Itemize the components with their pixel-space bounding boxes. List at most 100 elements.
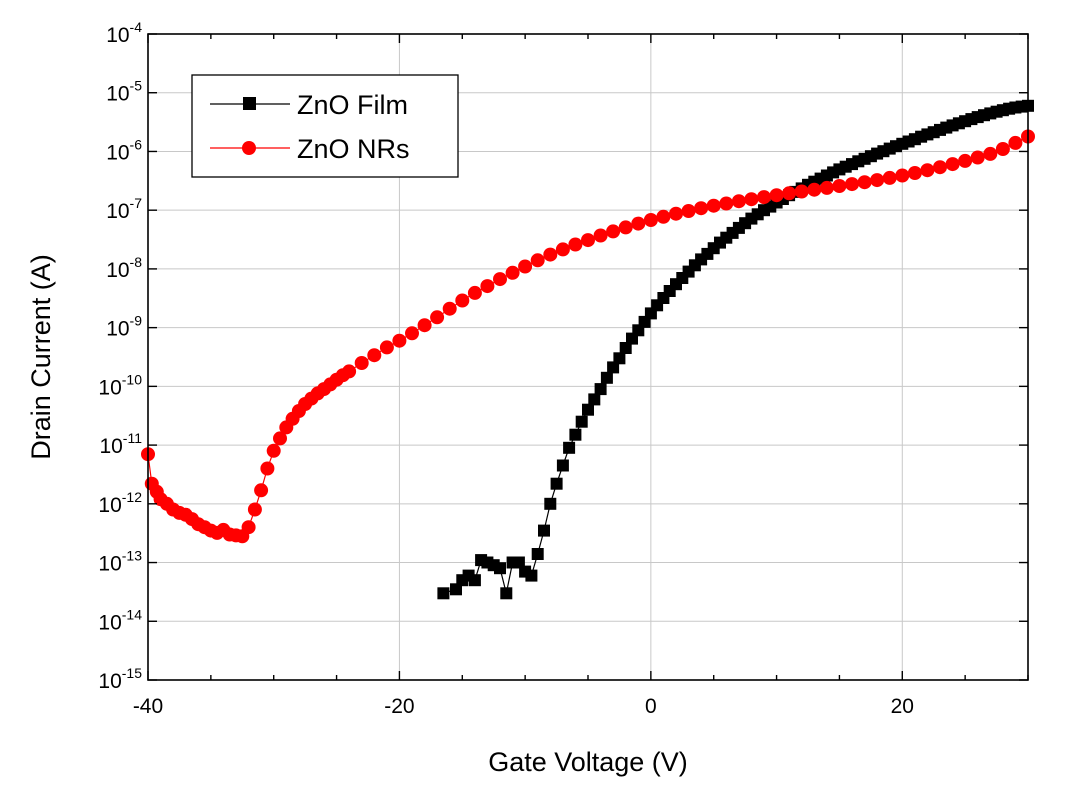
y-tick-label: 10-8 <box>106 254 142 282</box>
data-point <box>506 556 519 569</box>
data-point <box>845 177 859 192</box>
series-zno-film <box>437 99 1034 600</box>
data-point <box>450 583 462 596</box>
data-point <box>494 562 506 575</box>
y-tick-label: 10-7 <box>106 195 142 223</box>
axis-ticks <box>147 33 1029 681</box>
data-point <box>437 587 450 600</box>
data-point <box>958 153 973 168</box>
data-point <box>417 318 432 333</box>
data-point <box>556 459 569 472</box>
data-point <box>656 209 671 224</box>
data-point <box>694 201 709 216</box>
data-point <box>512 556 525 569</box>
legend-marker-zno-film <box>243 97 256 110</box>
data-point <box>266 443 281 458</box>
data-point <box>563 441 576 454</box>
data-point <box>807 182 822 197</box>
y-tick-label: 10-4 <box>106 19 142 47</box>
data-point <box>342 364 357 379</box>
x-tick-label: -40 <box>133 695 163 718</box>
y-tick-label: 10-15 <box>98 665 142 693</box>
data-point <box>493 272 507 287</box>
data-point <box>582 403 594 416</box>
data-point <box>273 431 287 446</box>
data-point <box>933 160 947 175</box>
data-point <box>568 237 583 252</box>
data-point <box>606 224 621 239</box>
data-point <box>782 186 797 201</box>
series-line <box>147 135 1029 537</box>
data-point <box>543 247 558 262</box>
data-point <box>500 587 513 600</box>
data-point <box>467 285 482 300</box>
data-point <box>895 168 910 183</box>
x-axis-title: Gate Voltage (V) <box>488 747 688 777</box>
data-point <box>870 173 885 188</box>
data-point <box>934 123 946 136</box>
data-point <box>819 180 834 195</box>
series-zno-nrs <box>141 129 1035 544</box>
data-point <box>757 190 771 205</box>
data-point <box>731 194 746 209</box>
data-point <box>945 157 960 172</box>
data-point <box>832 179 847 193</box>
y-tick-label: 10-6 <box>106 136 142 164</box>
y-tick-label: 10-14 <box>98 606 142 634</box>
data-point <box>241 520 256 535</box>
data-point <box>480 279 495 294</box>
legend: ZnO Film ZnO NRs <box>191 74 459 178</box>
data-point <box>455 293 470 308</box>
data-point <box>983 146 998 161</box>
data-point <box>593 228 608 243</box>
series-layer <box>141 99 1035 600</box>
data-point <box>544 497 557 510</box>
data-point <box>669 206 683 221</box>
data-point <box>995 142 1010 156</box>
y-axis-title: Drain Current (A) <box>26 254 56 460</box>
y-tick-labels: 10-15 10-14 10-13 10-12 10-11 10-10 10-9 10-8 10… <box>98 19 142 693</box>
data-point <box>794 184 809 199</box>
data-point <box>254 483 269 498</box>
data-point <box>260 461 275 476</box>
legend-label-zno-film: ZnO Film <box>297 90 408 120</box>
series-line <box>443 105 1029 594</box>
y-tick-label: 10-10 <box>98 371 142 399</box>
x-tick-label: -20 <box>384 695 414 718</box>
y-tick-label: 10-9 <box>106 313 142 341</box>
data-point <box>555 242 570 257</box>
data-point <box>531 548 544 560</box>
data-point <box>569 428 582 441</box>
data-point <box>588 393 601 406</box>
data-point <box>581 233 595 248</box>
data-point <box>618 220 633 235</box>
x-tick-label: 0 <box>645 695 657 718</box>
data-point <box>430 310 445 325</box>
data-point <box>607 361 620 374</box>
data-point <box>920 163 935 178</box>
data-point <box>525 569 538 582</box>
data-point <box>392 333 407 348</box>
x-tick-labels: -40 -20 0 20 <box>133 695 914 718</box>
data-point <box>1015 100 1028 113</box>
data-point <box>706 198 721 213</box>
legend-marker-zno-nrs <box>242 141 256 155</box>
data-point <box>405 326 419 341</box>
y-tick-label: 10-5 <box>106 78 142 106</box>
x-tick-label: 20 <box>891 695 914 718</box>
data-point <box>600 371 613 384</box>
data-point <box>550 477 563 490</box>
y-tick-label: 10-12 <box>98 489 142 517</box>
data-point <box>379 340 394 355</box>
data-point <box>530 253 545 268</box>
data-point <box>538 524 550 537</box>
data-point <box>468 574 481 587</box>
data-point <box>613 352 626 365</box>
data-point <box>631 216 646 231</box>
legend-box <box>191 74 459 178</box>
data-point <box>970 150 985 165</box>
data-point <box>907 166 922 180</box>
data-point <box>247 502 262 517</box>
data-point <box>643 213 658 227</box>
